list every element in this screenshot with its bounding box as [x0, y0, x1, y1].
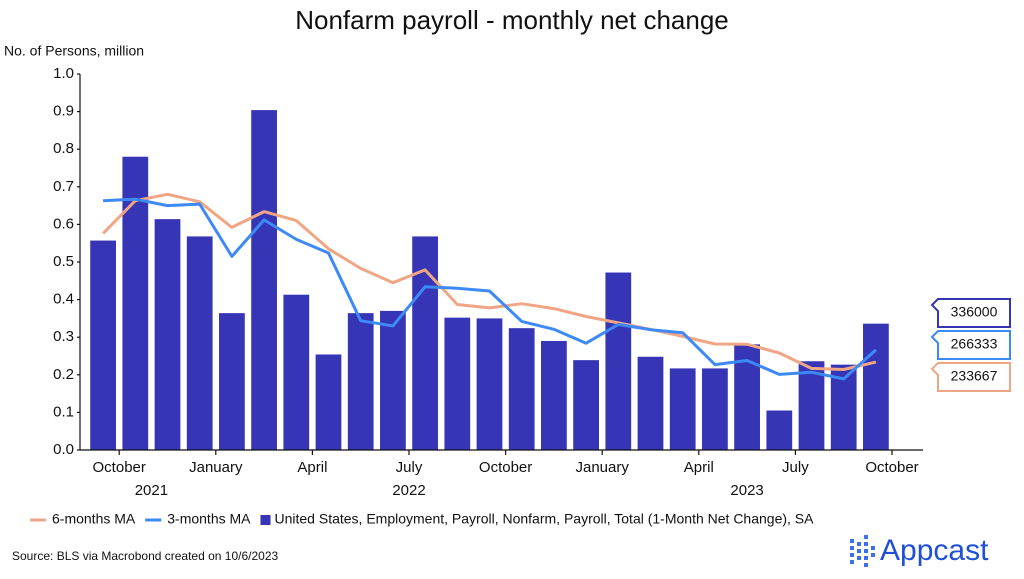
x-tick-label: January — [189, 459, 243, 476]
bar — [315, 354, 342, 450]
y-tick-label: 1.0 — [53, 65, 74, 82]
brand-logo: Appcast — [850, 534, 989, 567]
y-tick-label: 0.6 — [53, 215, 74, 232]
year-label: 2021 — [135, 482, 168, 499]
bar — [380, 310, 406, 450]
year-label: 2022 — [392, 482, 425, 499]
bar — [863, 323, 889, 450]
end-label-text: 233667 — [951, 368, 998, 384]
y-tick-label: 0.9 — [53, 103, 74, 120]
y-tick-label: 0.0 — [53, 441, 74, 458]
end-label: 336000 — [930, 298, 1011, 328]
x-tick-label: July — [782, 459, 809, 476]
line-series — [103, 197, 877, 381]
legend-label: 3-months MA — [167, 511, 251, 527]
x-tick-label: April — [297, 459, 327, 476]
x-tick-label: April — [684, 459, 714, 476]
y-axis-label: No. of Persons, million — [4, 43, 144, 59]
bar — [669, 368, 696, 450]
end-label: 233667 — [930, 362, 1011, 392]
y-tick-label: 0.1 — [53, 403, 74, 420]
end-label-text: 336000 — [951, 304, 998, 320]
x-tick-label: July — [396, 459, 423, 476]
x-tick-label: October — [93, 459, 146, 476]
bar — [637, 356, 664, 450]
bar — [347, 313, 374, 450]
bar — [798, 361, 825, 450]
y-tick-label: 0.4 — [53, 291, 74, 308]
bar — [702, 368, 728, 450]
legend-item: 3-months MA — [145, 511, 251, 527]
bar — [605, 272, 632, 450]
bar — [766, 410, 793, 450]
bar — [219, 313, 245, 450]
end-label-text: 266333 — [951, 336, 998, 352]
x-tick-label: October — [865, 459, 918, 476]
bar — [283, 294, 310, 450]
bar — [90, 240, 116, 450]
bar — [476, 318, 503, 450]
x-tick-label: October — [479, 459, 532, 476]
y-tick-label: 0.2 — [53, 366, 74, 383]
x-tick-label: January — [576, 459, 630, 476]
end-label-box — [930, 362, 1011, 392]
legend-label: 6-months MA — [52, 511, 136, 527]
bar — [541, 340, 567, 450]
end-label-box — [930, 298, 1011, 328]
bar — [122, 156, 149, 450]
legend-item: 6-months MA — [30, 511, 136, 527]
end-label-box — [930, 330, 1011, 360]
line-series — [102, 192, 877, 371]
bar — [251, 110, 277, 450]
year-label: 2023 — [730, 482, 763, 499]
bar — [186, 236, 213, 450]
y-tick-label: 0.8 — [53, 140, 74, 157]
chart-title: Nonfarm payroll - monthly net change — [295, 5, 729, 35]
bar — [508, 328, 535, 450]
bar — [444, 317, 471, 450]
legend-label: United States, Employment, Payroll, Nonf… — [275, 511, 815, 527]
bar — [154, 219, 181, 450]
legend-swatch — [260, 515, 271, 525]
legend-item: United States, Employment, Payroll, Nonf… — [260, 511, 815, 527]
y-tick-label: 0.3 — [53, 328, 74, 345]
y-tick-label: 0.5 — [53, 253, 74, 270]
source: Source: BLS via Macrobond created on 10/… — [12, 549, 279, 563]
brand-name: Appcast — [880, 534, 989, 567]
end-label: 266333 — [930, 330, 1011, 360]
y-tick-label: 0.7 — [53, 178, 74, 195]
bar — [573, 360, 599, 450]
